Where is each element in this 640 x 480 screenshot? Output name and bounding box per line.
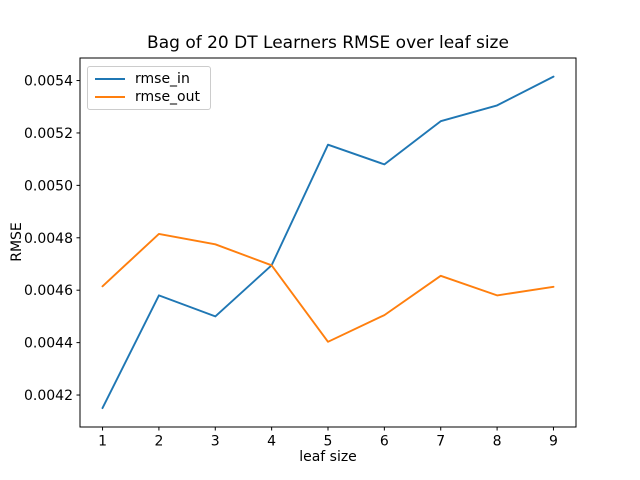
y-axis-label: RMSE xyxy=(9,222,25,262)
x-tick-label: 7 xyxy=(436,434,445,450)
y-tick-label: 0.0042 xyxy=(24,388,73,404)
x-tick-label: 3 xyxy=(211,434,220,450)
chart-title: Bag of 20 DT Learners RMSE over leaf siz… xyxy=(147,33,509,53)
legend-line-sample-rmse-in xyxy=(95,77,125,81)
x-tick-label: 8 xyxy=(493,434,502,450)
y-tick-label: 0.0050 xyxy=(24,178,73,194)
x-tick-label: 2 xyxy=(154,434,163,450)
line-rmse_in xyxy=(101,75,555,410)
x-tick-label: 9 xyxy=(549,434,558,450)
line-rmse_out xyxy=(101,232,555,343)
x-axis-label: leaf size xyxy=(299,449,357,465)
legend-line-sample-rmse-out xyxy=(95,95,125,99)
x-tick-label: 1 xyxy=(98,434,107,450)
x-tick-label: 5 xyxy=(324,434,333,450)
legend-item: rmse_out xyxy=(95,88,200,106)
y-tick-label: 0.0048 xyxy=(24,231,73,247)
x-tick-label: 4 xyxy=(267,434,276,450)
x-tick-label: 6 xyxy=(380,434,389,450)
legend: rmse_in rmse_out xyxy=(87,66,211,110)
y-tick-label: 0.0046 xyxy=(24,283,73,299)
axes-frame xyxy=(79,57,577,428)
legend-label: rmse_in xyxy=(135,71,190,87)
y-tick-label: 0.0044 xyxy=(24,336,73,352)
legend-item: rmse_in xyxy=(95,70,200,88)
y-tick-label: 0.0054 xyxy=(24,74,73,90)
y-tick-label: 0.0052 xyxy=(24,126,73,142)
legend-label: rmse_out xyxy=(135,89,200,105)
